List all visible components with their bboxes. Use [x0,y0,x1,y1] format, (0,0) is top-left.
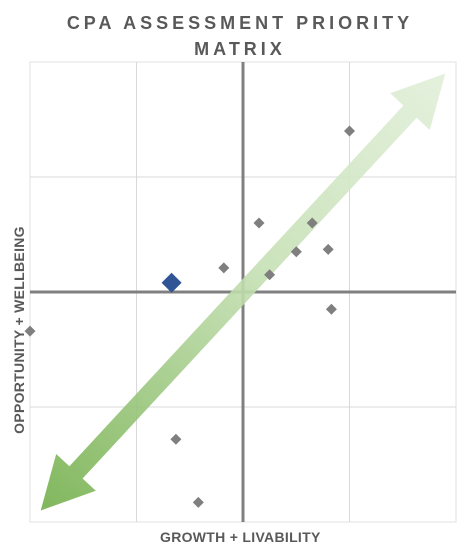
data-point [325,303,337,315]
data-point [306,217,318,229]
data-point [322,243,334,255]
data-points [24,125,355,508]
data-point [290,246,302,258]
data-point [218,262,230,274]
data-point [264,269,276,281]
data-point [253,217,265,229]
data-point [170,433,182,445]
data-point [24,325,36,337]
chart-title: CPA ASSESSMENT PRIORITY MATRIX [66,13,414,59]
highlighted-data-point [161,272,182,293]
data-point [344,125,355,137]
x-axis-label: GROWTH + LIVABILITY [160,529,321,545]
priority-arrow [40,73,446,511]
data-point [192,496,204,508]
priority-double-arrow [40,73,446,511]
